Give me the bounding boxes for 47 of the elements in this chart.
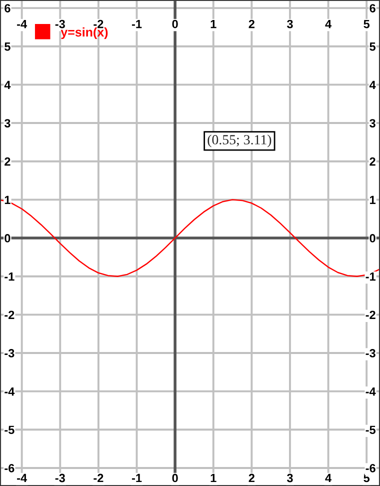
y2-tick-label: 5: [370, 42, 376, 51]
y2-tick-label: -2: [366, 310, 376, 319]
y2-tick-label: -5: [366, 426, 376, 434]
y-tick-label: -4: [4, 387, 15, 396]
x-tick-label: 1: [210, 474, 216, 482]
x-tick-label: -2: [94, 474, 104, 482]
y-tick-label: 4: [4, 80, 11, 89]
y-tick-label: 3: [4, 119, 10, 128]
x2-tick-label: 2: [248, 20, 254, 28]
x2-tick-label: -2: [94, 20, 104, 28]
y2-tick-label: -3: [366, 349, 376, 358]
x2-tick-label: 5: [364, 20, 370, 28]
y-tick-label: 0: [4, 234, 10, 242]
y-tick-label: -6: [4, 464, 14, 472]
y-tick-label: 1: [4, 196, 10, 204]
y-tick-label: -3: [4, 349, 14, 358]
y-tick-label: -1: [4, 272, 14, 281]
y2-tick-label: 6: [370, 4, 376, 12]
y2-tick-label: 4: [369, 80, 376, 89]
y2-tick-label: 0: [370, 234, 376, 242]
x2-tick-label: 4: [325, 20, 332, 28]
x-tick-label: 4: [325, 474, 332, 482]
x-tick-label: -3: [55, 474, 65, 482]
y-tick-label: -5: [4, 426, 14, 434]
y2-tick-label: 2: [370, 157, 376, 166]
x2-tick-label: 0: [172, 20, 178, 28]
x-tick-label: -1: [132, 474, 142, 482]
x2-tick-label: 3: [286, 20, 293, 28]
y2-tick-label: -1: [366, 272, 376, 281]
x-tick-label: 2: [248, 474, 254, 482]
y-tick-label: 5: [4, 42, 10, 51]
x2-tick-label: -1: [132, 20, 142, 28]
x-tick-label: 3: [286, 474, 293, 482]
y2-tick-label: 3: [370, 119, 376, 128]
legend-label: y=sin(x): [60, 27, 108, 40]
x2-tick-label: 1: [210, 20, 216, 28]
y2-tick-label: 1: [370, 196, 376, 204]
y2-tick-label: -6: [366, 464, 376, 472]
x-tick-label: 0: [172, 474, 178, 482]
x2-tick-label: -3: [55, 20, 65, 28]
x-tick-label: -4: [17, 474, 28, 482]
y-tick-label: -2: [4, 310, 14, 319]
y2-tick-label: -4: [366, 387, 376, 396]
y-tick-label: 2: [4, 157, 10, 166]
x2-tick-label: -4: [17, 20, 28, 28]
y-tick-label: 6: [4, 4, 10, 12]
annotation: (0.55; 3.11): [208, 134, 272, 148]
